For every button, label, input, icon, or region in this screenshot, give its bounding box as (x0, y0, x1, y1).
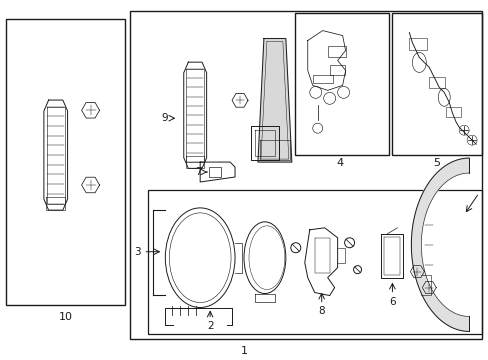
Bar (6, 19, 125, 305)
Text: 2: 2 (206, 321, 213, 332)
Bar (130, 11, 481, 339)
Bar (327, 45, 345, 58)
Bar (312, 75, 332, 84)
Polygon shape (410, 158, 468, 332)
Polygon shape (258, 39, 291, 162)
Text: 7: 7 (195, 167, 202, 177)
Bar (294, 13, 388, 155)
Bar (148, 190, 481, 334)
Bar (392, 13, 481, 155)
Bar (329, 66, 344, 75)
Text: 5: 5 (432, 158, 439, 168)
Text: 1: 1 (240, 346, 247, 356)
Bar (408, 37, 427, 50)
Bar (446, 107, 460, 117)
Text: 8: 8 (318, 306, 325, 316)
Bar (428, 77, 444, 88)
Text: 10: 10 (59, 312, 73, 323)
Bar (209, 167, 221, 177)
Text: 3: 3 (134, 247, 140, 257)
Text: 4: 4 (335, 158, 343, 168)
Text: 6: 6 (388, 297, 395, 306)
Text: 9: 9 (162, 113, 168, 123)
